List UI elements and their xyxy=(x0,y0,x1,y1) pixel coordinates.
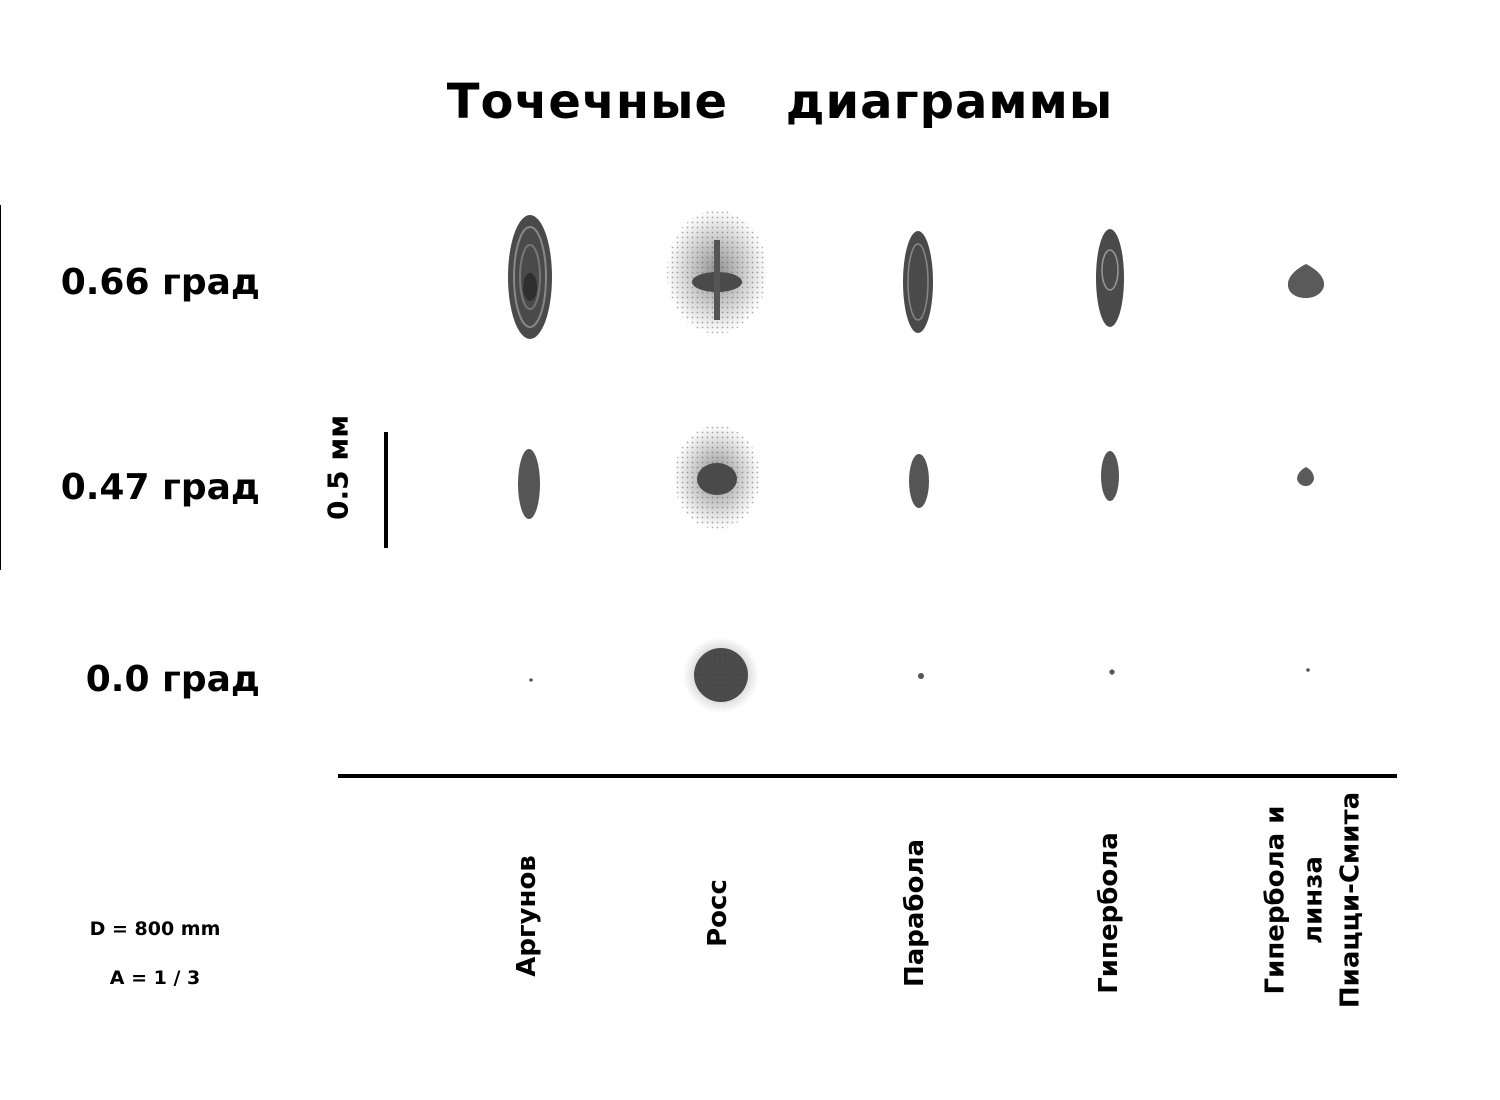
design-label-ross: Росс xyxy=(703,879,734,947)
design-label-hyperbola-lens: Гипербола и линза Пиацци-Смита xyxy=(1260,791,1366,1009)
left-divider xyxy=(0,205,1,570)
field-angle-label-066: 0.66 град xyxy=(60,262,260,303)
spot-hyperbola-066 xyxy=(1096,229,1124,327)
spot-hyperbola-00 xyxy=(1109,669,1115,675)
spot-parabola-047 xyxy=(909,454,929,508)
field-angle-label-00: 0.0 град xyxy=(85,659,260,700)
spot-hyperbola-lens-047 xyxy=(1297,467,1314,486)
scale-bar xyxy=(384,432,388,548)
spot-parabola-066 xyxy=(903,231,933,333)
diagram-title: Точечные диаграммы xyxy=(446,74,1114,130)
field-angle-label-047: 0.47 град xyxy=(60,467,260,508)
design-label-parabola: Парабола xyxy=(900,838,931,988)
spot-hyperbola-lens-066 xyxy=(1287,264,1325,298)
design-label-argunov: Аргунов xyxy=(512,855,543,977)
spot-hyperbola-lens-00 xyxy=(1306,668,1310,672)
spot-argunov-047 xyxy=(518,449,540,519)
spot-ross-00 xyxy=(683,637,759,713)
spot-hyperbola-047 xyxy=(1101,451,1119,501)
param-diameter: D = 800 mm xyxy=(89,918,221,940)
spot-argunov-066 xyxy=(508,215,552,339)
spot-argunov-00 xyxy=(529,678,533,682)
baseline-rule xyxy=(338,774,1397,778)
spot-parabola-00 xyxy=(918,673,924,679)
param-aperture: A = 1 / 3 xyxy=(109,967,201,989)
spot-ross-066 xyxy=(667,210,767,334)
spot-ross-047 xyxy=(674,425,760,529)
design-label-hyperbola: Гипербола xyxy=(1094,832,1125,994)
